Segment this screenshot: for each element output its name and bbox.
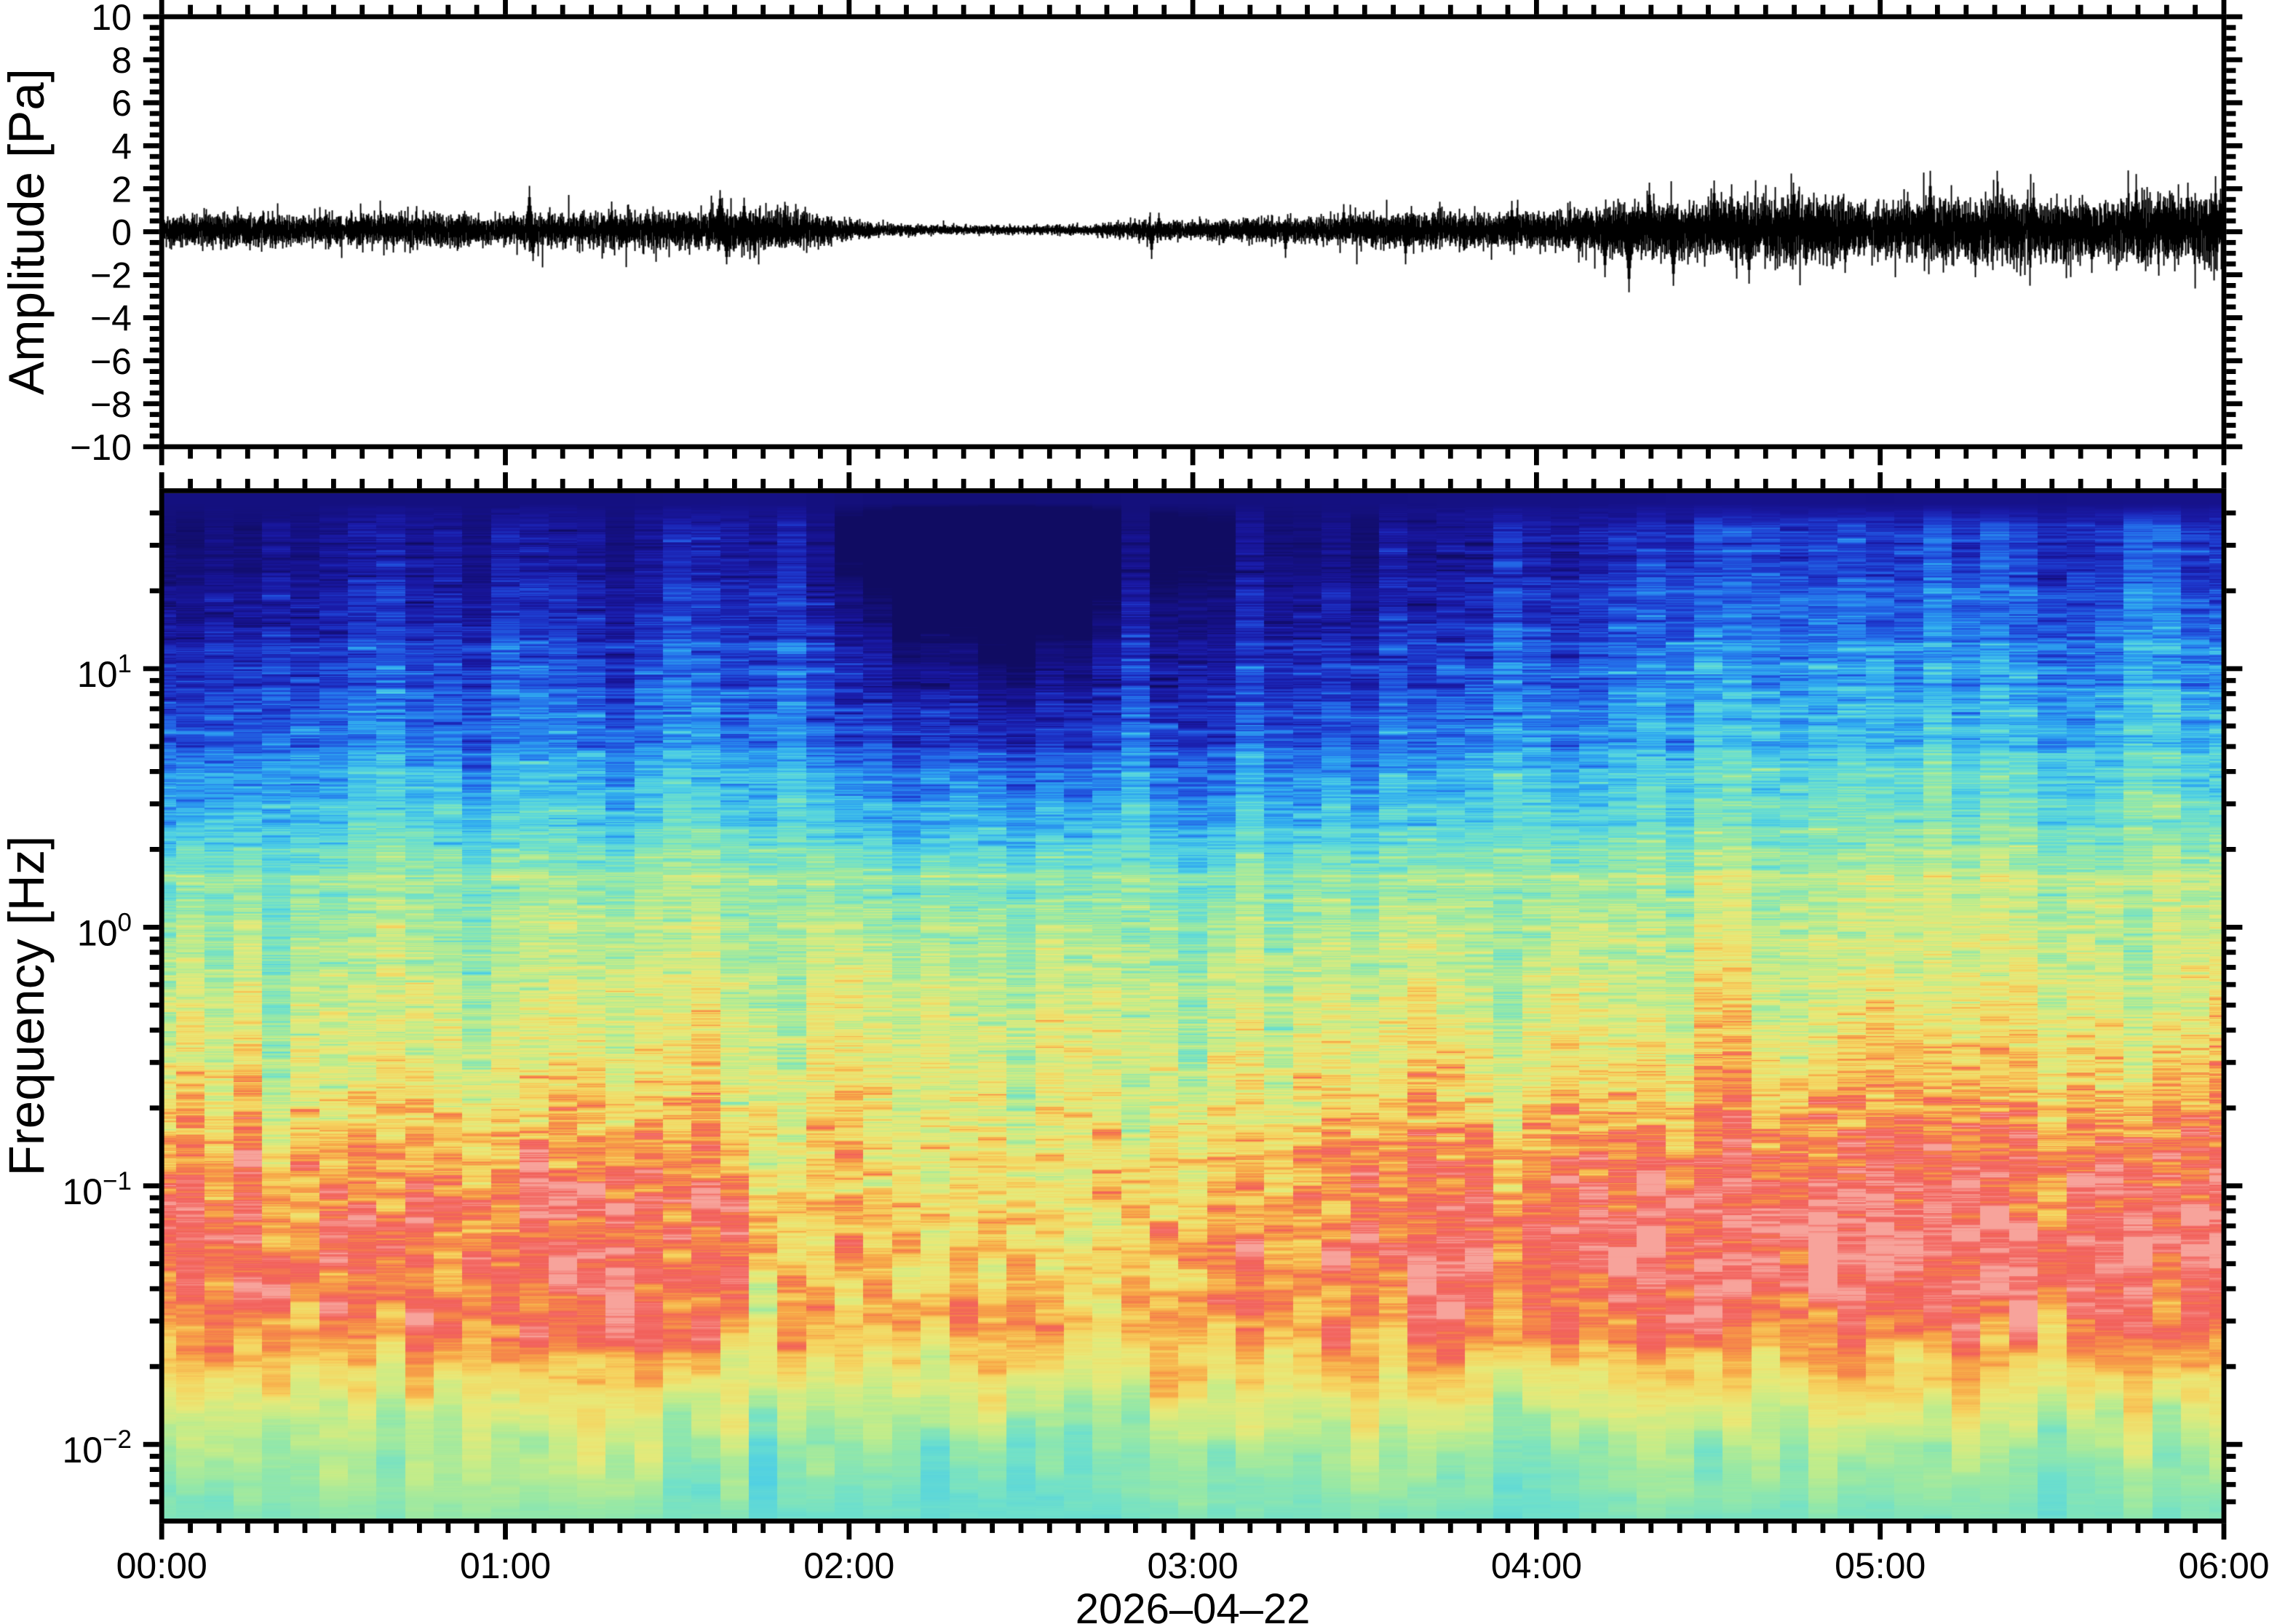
svg-text:01:00: 01:00	[460, 1545, 551, 1586]
svg-text:Amplitude [Pa]: Amplitude [Pa]	[0, 68, 55, 395]
svg-text:Frequency [Hz]: Frequency [Hz]	[0, 836, 55, 1177]
svg-text:−2: −2	[90, 255, 132, 296]
svg-text:101: 101	[77, 650, 132, 695]
svg-text:−4: −4	[90, 298, 132, 339]
svg-text:02:00: 02:00	[803, 1545, 894, 1586]
svg-text:−10: −10	[70, 427, 132, 468]
svg-text:05:00: 05:00	[1835, 1545, 1926, 1586]
svg-text:8: 8	[111, 40, 132, 81]
svg-text:00:00: 00:00	[116, 1545, 207, 1586]
svg-text:6: 6	[111, 83, 132, 124]
svg-text:2026–04–22: 2026–04–22	[1076, 1585, 1311, 1624]
svg-text:10−2: 10−2	[62, 1425, 132, 1470]
svg-text:0: 0	[111, 212, 132, 253]
svg-text:04:00: 04:00	[1491, 1545, 1582, 1586]
svg-text:06:00: 06:00	[2178, 1545, 2269, 1586]
svg-text:−6: −6	[90, 341, 132, 382]
svg-text:4: 4	[111, 126, 132, 167]
svg-text:−8: −8	[90, 384, 132, 425]
svg-text:100: 100	[77, 908, 132, 953]
svg-text:10−1: 10−1	[62, 1167, 132, 1212]
svg-text:2: 2	[111, 169, 132, 210]
svg-text:03:00: 03:00	[1148, 1545, 1239, 1586]
svg-text:10: 10	[91, 0, 132, 38]
